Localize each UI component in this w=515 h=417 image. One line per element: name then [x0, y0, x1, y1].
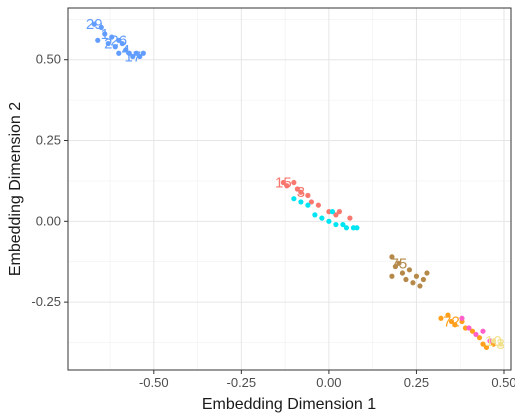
data-point: [354, 225, 360, 231]
data-point: [98, 24, 104, 30]
x-tick-label: 0.00: [316, 375, 341, 390]
data-point: [298, 199, 304, 205]
data-point: [438, 315, 444, 321]
data-point: [392, 263, 399, 270]
data-points: [91, 21, 504, 350]
data-point: [109, 34, 115, 40]
data-point: [389, 273, 395, 279]
y-tick-label: -0.25: [31, 294, 61, 309]
point-label: 26: [110, 32, 127, 49]
data-point: [452, 322, 458, 328]
point-label: 10: [485, 333, 502, 350]
data-point: [480, 341, 486, 347]
data-point: [448, 318, 455, 325]
data-point: [343, 225, 350, 231]
data-point: [340, 221, 346, 228]
data-point: [95, 37, 101, 43]
data-point: [326, 218, 332, 224]
y-axis-title: Embedding Dimension 2: [7, 102, 24, 276]
data-point: [329, 209, 335, 215]
data-point: [112, 44, 118, 50]
data-point: [347, 215, 353, 221]
data-point: [490, 338, 497, 344]
data-point: [389, 254, 395, 260]
data-point: [476, 335, 483, 341]
data-point: [319, 215, 325, 221]
data-point: [312, 212, 318, 218]
data-point: [280, 179, 286, 186]
data-point: [116, 50, 122, 56]
data-point: [413, 273, 420, 279]
data-point: [284, 183, 290, 189]
data-point: [445, 312, 451, 318]
data-point: [133, 50, 139, 56]
data-point: [497, 341, 504, 347]
data-point: [333, 212, 339, 218]
y-axis-ticks: 0.50 0.25 0.00 -0.25: [31, 52, 68, 309]
data-point: [105, 40, 111, 47]
point-label: 29: [86, 16, 103, 33]
data-point: [396, 260, 402, 266]
data-point: [406, 267, 413, 273]
x-tick-label: -0.25: [227, 375, 257, 390]
data-point: [294, 186, 300, 192]
data-point: [459, 315, 465, 321]
x-tick-label: 0.25: [404, 375, 429, 390]
data-point: [403, 276, 409, 283]
data-point: [420, 276, 427, 283]
data-point: [91, 21, 97, 27]
point-label: 1: [101, 26, 109, 43]
y-tick-label: 0.00: [36, 213, 61, 228]
point-label: 4: [122, 42, 130, 59]
point-label: 15: [275, 175, 292, 192]
data-point: [140, 50, 146, 56]
data-point: [399, 270, 406, 276]
data-point: [333, 221, 339, 228]
y-tick-label: 0.25: [36, 133, 61, 148]
point-label: 72: [443, 314, 460, 331]
data-point: [119, 40, 125, 47]
y-tick-label: 0.50: [36, 52, 61, 67]
data-point: [417, 283, 423, 289]
data-point: [291, 179, 297, 186]
data-point: [315, 202, 321, 208]
panel-border: [67, 7, 512, 371]
data-point: [126, 50, 132, 56]
data-point: [410, 280, 416, 286]
point-label: 17: [124, 48, 141, 65]
data-point: [123, 47, 129, 53]
data-point: [116, 37, 122, 43]
data-point: [336, 209, 343, 215]
data-point: [466, 325, 472, 331]
data-point: [305, 192, 311, 199]
point-label: 75: [391, 255, 408, 272]
x-axis-title: Embedding Dimension 1: [202, 396, 376, 413]
data-point: [102, 31, 108, 37]
data-point: [473, 331, 479, 338]
x-axis-ticks: -0.50 -0.25 0.00 0.25 0.50: [139, 370, 515, 390]
point-label: 3: [297, 184, 305, 201]
grid-lines: [68, 8, 511, 370]
data-point: [137, 53, 143, 60]
panel-background: [68, 8, 511, 370]
x-tick-label: -0.50: [139, 375, 169, 390]
point-label: 3: [496, 336, 504, 353]
data-point: [308, 199, 314, 205]
data-point: [424, 270, 430, 276]
data-point: [291, 196, 297, 202]
data-point: [130, 53, 136, 60]
data-point: [305, 202, 311, 208]
data-point: [298, 189, 304, 195]
data-point: [480, 328, 486, 334]
x-tick-label: 0.50: [491, 375, 515, 390]
point-label: 2: [104, 36, 112, 53]
data-point: [483, 344, 490, 350]
data-point: [469, 328, 476, 334]
